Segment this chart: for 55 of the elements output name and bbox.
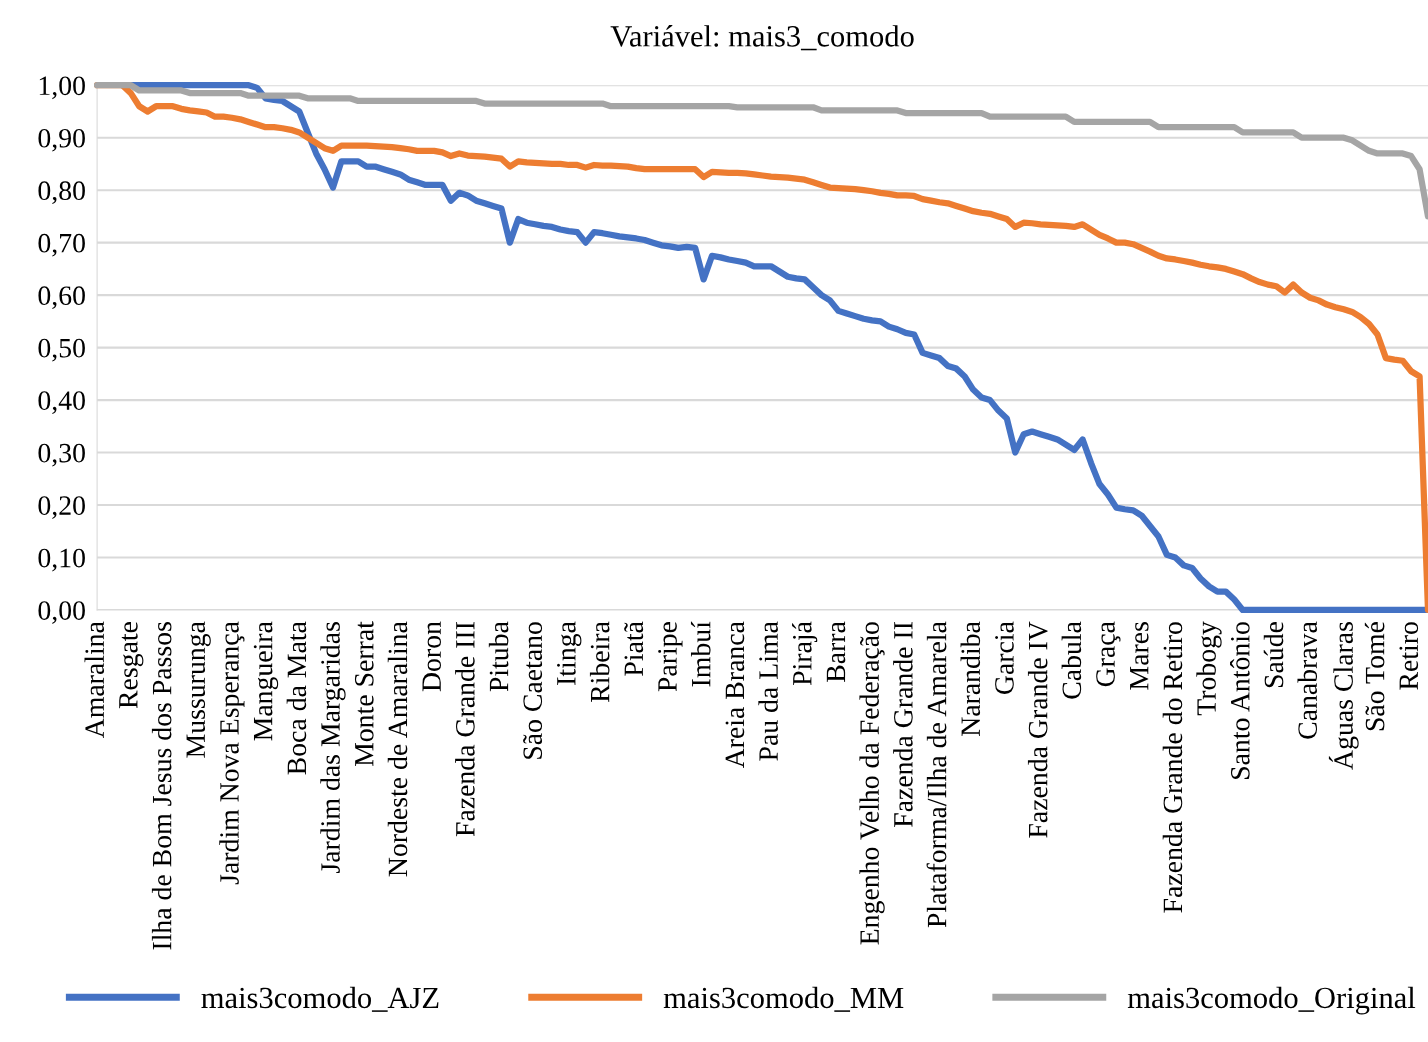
x-tick-label: Boca da Mata [286, 621, 307, 775]
x-tick-label: Jardim das Margaridas [320, 622, 346, 874]
x-tick-label: Barra [826, 621, 846, 682]
x-tick-label: Ilha de Bom Jesus dos Passos [151, 622, 172, 950]
x-tick-label: Trobogy [1196, 621, 1222, 716]
y-tick-label: 0,60 [38, 286, 85, 310]
x-tick-label: Piatã [624, 621, 644, 676]
x-tick-label: Fazenda Grande do Retiro [1162, 622, 1183, 913]
x-tick-label: Graça [1096, 621, 1121, 687]
x-tick-label: Saúde [1263, 622, 1284, 688]
x-tick-label: Ribeira [589, 621, 610, 703]
x-tick-label: Santo Antônio [1230, 622, 1250, 779]
x-tick-label: Mangueira [253, 621, 279, 741]
legend-label: mais3comodo_MM [663, 986, 904, 1012]
x-tick-label: Areia Branca [725, 621, 745, 769]
x-tick-label: Pau da Lima [758, 621, 778, 761]
x-tick-label: Mussurunga [186, 621, 211, 758]
x-tick-label: Amaralina [84, 621, 105, 739]
legend-label: mais3comodo_Original [1127, 986, 1416, 1015]
x-tick-label: São Caetano [523, 622, 543, 759]
x-tick-label: Monte Serrat [354, 621, 374, 767]
y-tick-label: 0,80 [38, 181, 85, 205]
x-tick-label: Imbuí [690, 621, 711, 687]
y-tick-label: 0,40 [38, 391, 85, 414]
x-tick-label: Paripe [658, 622, 683, 692]
x-tick-label: São Tomé [1364, 622, 1385, 731]
x-tick-label: Plataforma/Ilha de Amarela [926, 621, 947, 928]
x-tick-label: Retiro [1399, 622, 1419, 690]
legend-label: mais3comodo_AJZ [201, 986, 439, 1012]
x-tick-label: Garcia [995, 621, 1014, 694]
y-tick-label: 1,00 [39, 76, 85, 100]
y-tick-label: 0,20 [38, 496, 85, 519]
x-tick-label: Pituba [488, 621, 509, 692]
y-tick-label: 0,50 [38, 338, 85, 362]
x-tick-label: Mares [1130, 622, 1149, 690]
y-tick-label: 0,10 [38, 548, 85, 572]
x-tick-label: Narandiba [960, 621, 981, 736]
y-tick-label: 0,90 [38, 128, 85, 152]
x-tick-label: Doron [422, 621, 441, 692]
x-tick-label: Jardim Nova Esperança [219, 621, 245, 885]
x-tick-label: Fazenda Grande II [893, 622, 913, 827]
y-tick-label: 0,00 [38, 601, 85, 624]
x-tick-label: Fazenda Grande IV [1027, 621, 1048, 838]
chart-title: Variável: mais3_comodo [610, 25, 914, 51]
x-tick-label: Pirajá [792, 621, 818, 686]
y-tick-label: 0,70 [38, 233, 85, 257]
x-tick-label: Engenho Velho da Federação [859, 622, 885, 945]
x-tick-label: Canabrava [1297, 621, 1318, 739]
x-tick-label: Resgate [119, 622, 144, 709]
x-tick-label: Itinga [557, 621, 582, 685]
x-tick-label: Nordeste de Amaralina [387, 621, 408, 877]
y-tick-label: 0,30 [38, 443, 85, 467]
x-tick-label: Fazenda Grande III [455, 622, 475, 837]
x-tick-label: Águas Claras [1328, 622, 1359, 770]
x-tick-label: Cabula [1061, 621, 1082, 699]
